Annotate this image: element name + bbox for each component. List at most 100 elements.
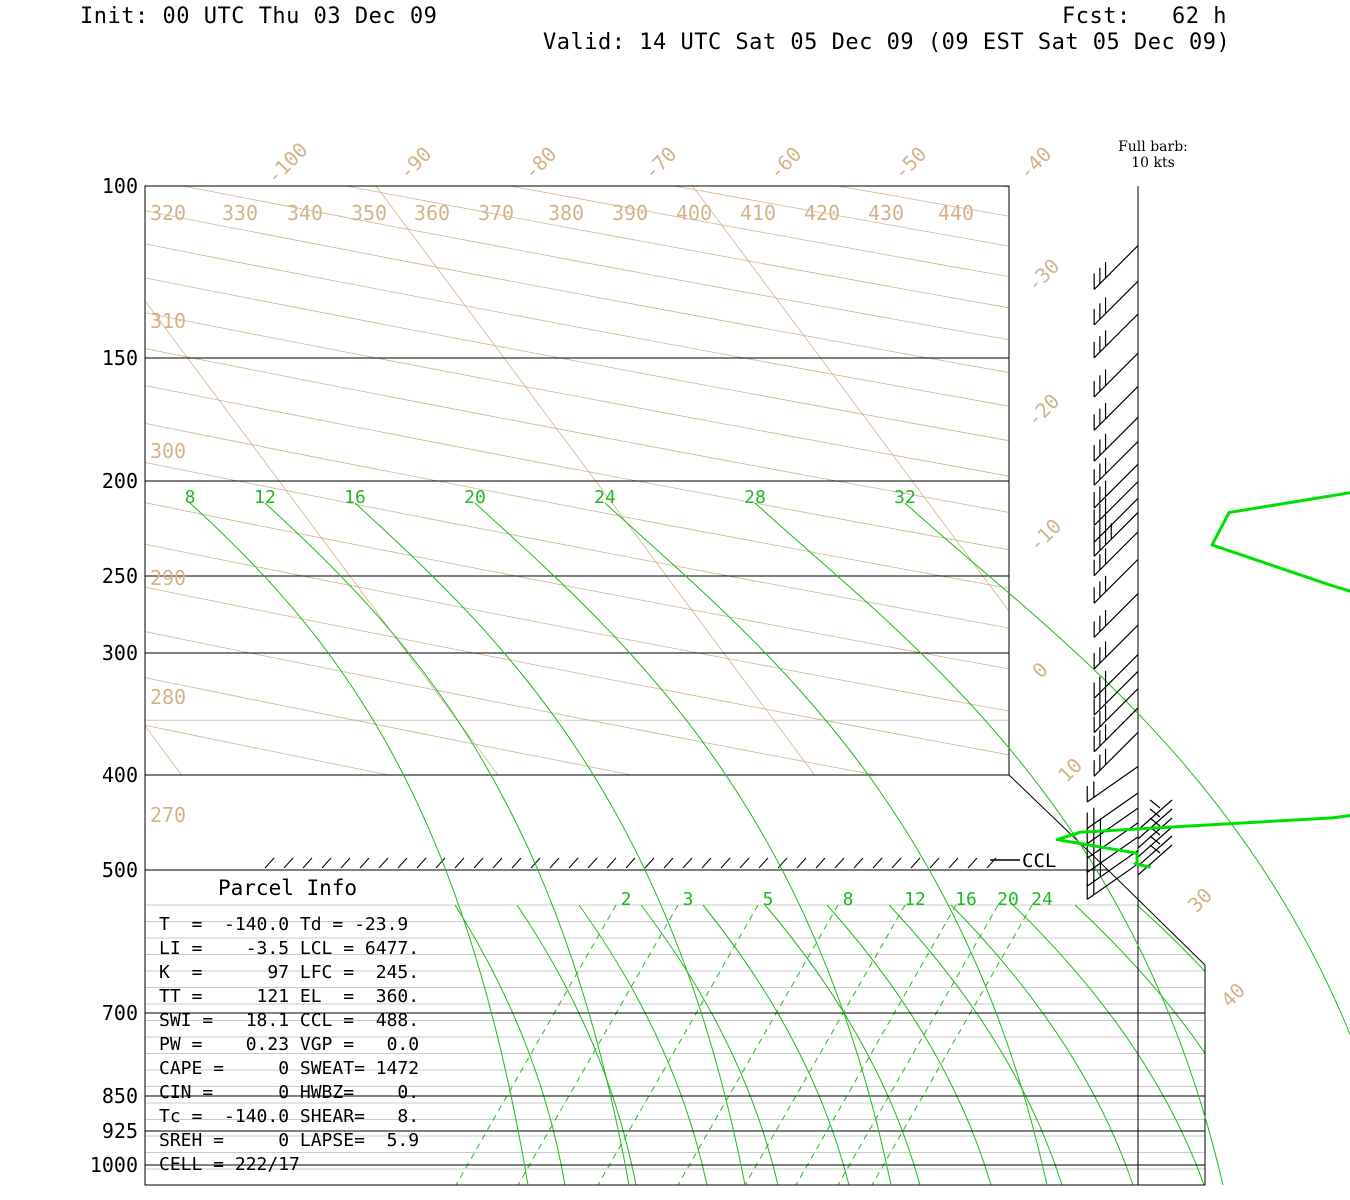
dry-adiabat [346,186,1009,309]
pressure-label-100: 100 [102,174,138,198]
init-time-label: Init: 00 UTC Thu 03 Dec 09 [80,4,438,29]
hatch-mark [340,857,351,869]
theta-label: 290 [150,566,186,590]
moist-adiabat [1074,904,1205,1185]
hatch-mark [872,857,883,869]
mixing-ratio-line [517,904,679,1185]
hatch-mark [910,857,921,869]
wind-barb [1093,440,1139,486]
theta-e-label: 12 [254,487,276,508]
hatch-mark [264,857,275,869]
wind-barb [1093,463,1139,509]
hatch-mark [967,857,978,869]
parcel-info-row: T = -140.0 Td = -23.9 [159,914,408,935]
theta-e-curve [189,502,529,1186]
theta-e-curve [904,502,1350,1036]
dry-adiabat [145,677,635,775]
hatch-mark [530,857,541,869]
dry-adiabat [145,631,878,775]
hatch-mark [929,857,940,869]
valid-time-label: Valid: 14 UTC Sat 05 Dec 09 (09 EST Sat … [543,30,1231,55]
hatch-mark [891,857,902,869]
parcel-info-row: SWI = 18.1 CCL = 488. [159,1010,419,1031]
theta-label: 400 [676,201,712,225]
wind-barb [1093,670,1139,716]
hatch-mark [302,857,313,869]
moist-adiabat [702,904,850,1185]
dry-adiabat [0,186,110,872]
pressure-label-150: 150 [102,346,138,370]
wind-barb [1086,792,1139,830]
hatch-mark [948,857,959,869]
pressure-label-500: 500 [102,858,138,882]
isotherm-label: -70 [639,142,682,185]
pressure-label-250: 250 [102,564,138,588]
wind-barb [1093,481,1139,526]
mixing-ratio-label: 5 [763,889,774,910]
mixing-ratio-line [455,904,617,1185]
parcel-info-title: Parcel Info [218,876,357,900]
moist-adiabat [950,904,1134,1185]
wind-barb [1093,313,1139,359]
hatch-mark [492,857,503,869]
theta-label: 370 [478,201,514,225]
pressure-label-1000: 1000 [90,1153,138,1177]
barb-legend-line1: Full barb: [1118,139,1188,155]
theta-label: 410 [740,201,776,225]
wind-barb [1093,707,1139,753]
pressure-label-700: 700 [102,1001,138,1025]
theta-e-curve [354,502,746,1186]
wind-barb [1093,352,1139,398]
isotherm-label: -10 [1024,514,1067,557]
mixing-ratio-label: 24 [1031,889,1053,910]
wind-barb [1093,386,1139,431]
theta-label: 320 [150,201,186,225]
isotherm-label: -90 [394,142,437,185]
theta-label: 420 [804,201,840,225]
isotherm-label: -30 [1022,254,1065,297]
dry-adiabat [510,186,1009,278]
hatch-mark [568,857,579,869]
isotherm-label: 40 [1216,978,1250,1012]
dry-adiabat [145,502,1009,670]
moist-adiabat [826,904,992,1185]
hatch-mark [853,857,864,869]
wind-barb [1137,808,1173,840]
theta-e-label: 16 [344,487,366,508]
wind-barb [1093,624,1139,670]
mixing-ratio-label: 3 [683,889,694,910]
wind-barb [1137,799,1173,831]
dry-adiabat [145,277,1009,442]
skew-edge [1008,774,1109,871]
isotherm-line [145,300,499,775]
theta-label: 280 [150,685,186,709]
wind-barb [1137,817,1173,849]
hatch-mark [454,857,465,869]
hatch-mark [758,857,769,869]
hatch-mark [834,857,845,869]
moist-adiabat [1136,904,1205,1185]
theta-e-curve [264,502,630,1186]
wind-barb [1093,688,1139,733]
hatch-mark [473,857,484,869]
theta-e-label: 8 [185,487,196,508]
hatch-mark [796,857,807,869]
hatch-mark [625,857,636,869]
ccl-label: CCL [1022,850,1056,872]
temperature-profile [1055,491,1350,869]
dry-adiabat [145,348,1009,513]
hatch-mark [815,857,826,869]
dry-adiabat [145,385,1009,551]
wind-barb [1093,245,1139,290]
parcel-info-row: LI = -3.5 LCL = 6477. [159,938,419,959]
theta-label: 300 [150,439,186,463]
theta-label: 340 [287,201,323,225]
theta-label: 380 [548,201,584,225]
theta-label: 430 [868,201,904,225]
theta-e-curve [754,502,1224,1186]
hatch-mark [416,857,427,869]
wind-barb [1086,863,1139,900]
dry-adiabat [145,586,1009,756]
theta-e-label: 24 [594,487,616,508]
